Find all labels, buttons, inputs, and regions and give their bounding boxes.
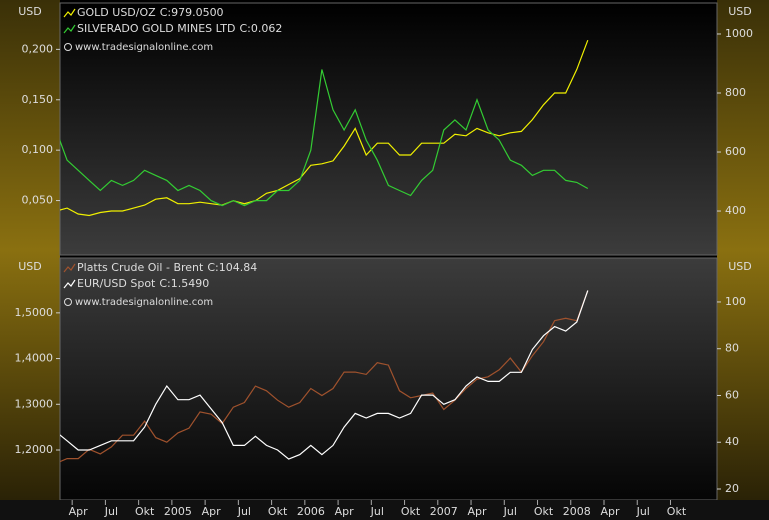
y2-tick-label: 800 — [725, 86, 746, 99]
legend-label: EUR/USD Spot — [77, 277, 156, 290]
copyright-icon — [64, 298, 72, 306]
y-axis-title: USD — [18, 5, 42, 18]
x-tick-label: Jul — [503, 505, 517, 518]
x-tick-label: 2007 — [430, 505, 458, 518]
x-tick-label: Apr — [468, 505, 488, 518]
x-tick-label: Okt — [268, 505, 288, 518]
x-tick-label: Okt — [135, 505, 155, 518]
y2-tick-label: 1000 — [725, 27, 753, 40]
x-tick-label: Jul — [237, 505, 251, 518]
y-tick-label: 1,4000 — [15, 352, 54, 365]
legend-last-value: C:1.5490 — [159, 277, 209, 290]
y2-tick-label: 600 — [725, 145, 746, 158]
legend-label: SILVERADO GOLD MINES LTD — [77, 22, 235, 35]
x-tick-label: 2005 — [164, 505, 192, 518]
left-axis-band — [0, 0, 60, 500]
series-line — [60, 290, 589, 463]
x-tick-label: Okt — [667, 505, 687, 518]
source-label: www.tradesignalonline.com — [75, 297, 213, 308]
x-tick-label: Apr — [69, 505, 89, 518]
x-tick-label: 2008 — [563, 505, 591, 518]
y2-axis-title: USD — [728, 5, 752, 18]
legend-label: Platts Crude Oil - Brent — [77, 261, 204, 274]
y-tick-label: 1,2000 — [15, 443, 54, 456]
legend-icon — [63, 8, 76, 18]
plot-area — [59, 257, 718, 501]
series-line — [60, 69, 589, 207]
legend-last-value: C:979.0500 — [160, 6, 224, 19]
x-tick-label: Apr — [335, 505, 355, 518]
y-axis-title: USD — [18, 260, 42, 273]
x-tick-label: Okt — [534, 505, 554, 518]
legend-icon — [63, 263, 76, 273]
y-tick-label: 0,150 — [22, 93, 54, 106]
x-tick-label: Jul — [636, 505, 650, 518]
right-axis-band — [717, 0, 769, 500]
y-tick-label: 1,5000 — [15, 306, 54, 319]
series-line — [60, 290, 589, 460]
x-tick-label: Apr — [600, 505, 620, 518]
x-tick-label: Okt — [401, 505, 421, 518]
source-label: www.tradesignalonline.com — [75, 42, 213, 53]
y-tick-label: 0,100 — [22, 143, 54, 156]
y2-axis-title: USD — [728, 260, 752, 273]
y2-tick-label: 60 — [725, 388, 739, 401]
legend-last-value: C:104.84 — [207, 261, 257, 274]
x-axis-band — [0, 500, 769, 520]
y-tick-label: 0,200 — [22, 42, 54, 55]
x-tick-label: Jul — [370, 505, 384, 518]
legend-icon — [63, 24, 76, 34]
x-tick-label: Jul — [104, 505, 118, 518]
legend-icon — [63, 279, 76, 289]
series-group — [60, 39, 589, 217]
series-line — [60, 39, 589, 217]
legend-label: GOLD USD/OZ — [77, 6, 156, 19]
y-tick-label: 1,3000 — [15, 397, 54, 410]
y2-tick-label: 100 — [725, 295, 746, 308]
y2-tick-label: 400 — [725, 204, 746, 217]
plot-area — [59, 2, 718, 256]
legend-last-value: C:0.062 — [239, 22, 282, 35]
x-tick-label: Apr — [202, 505, 222, 518]
copyright-icon — [64, 43, 72, 51]
x-tick-label: 2006 — [297, 505, 325, 518]
y-tick-label: 0,050 — [22, 194, 54, 207]
y2-tick-label: 20 — [725, 482, 739, 495]
y2-tick-label: 40 — [725, 435, 739, 448]
series-group — [60, 290, 589, 463]
y2-tick-label: 80 — [725, 342, 739, 355]
